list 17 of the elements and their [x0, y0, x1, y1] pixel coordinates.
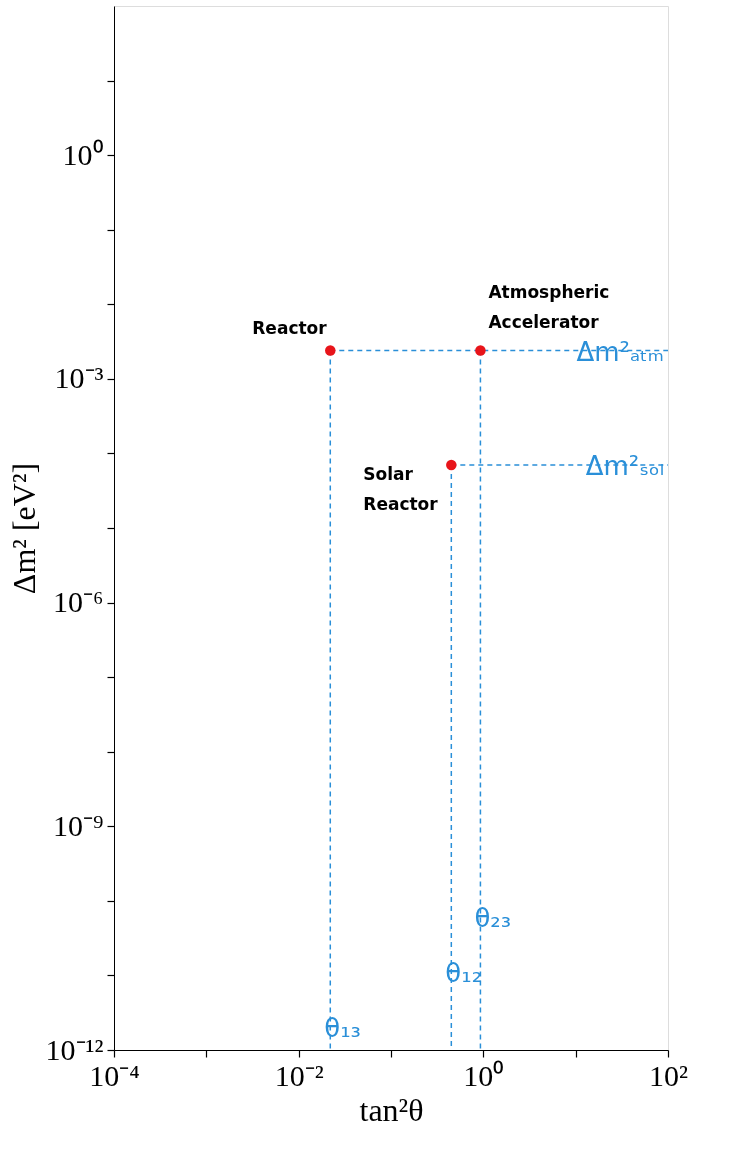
series-label: Δm²ₛₒₗ	[585, 450, 664, 481]
x-tick-label: 10⁰	[463, 1058, 505, 1092]
y-tick-label: 10⁻⁹	[53, 808, 104, 842]
series-label: Atmospheric Accelerator	[488, 281, 610, 332]
x-tick-label: 10⁻²	[274, 1058, 324, 1092]
series-label: Solar Reactor	[363, 463, 439, 514]
x-tick-label: 10²	[649, 1058, 688, 1092]
series-label: Δm²ₐₜₘ	[576, 336, 664, 367]
series-label: Reactor	[252, 317, 328, 338]
series-label: θ₂₃	[474, 903, 512, 933]
y-tick-label: 10⁻⁶	[53, 585, 104, 619]
y-tick-label: 10⁻³	[54, 361, 104, 395]
series-label: θ₁₂	[445, 958, 483, 988]
y-axis-title: Δm² [eV²]	[5, 462, 42, 595]
series-label: θ₁₃	[324, 1013, 362, 1043]
y-tick-label: 10⁰	[62, 137, 104, 171]
x-axis-title: tan²θ	[359, 1091, 424, 1128]
